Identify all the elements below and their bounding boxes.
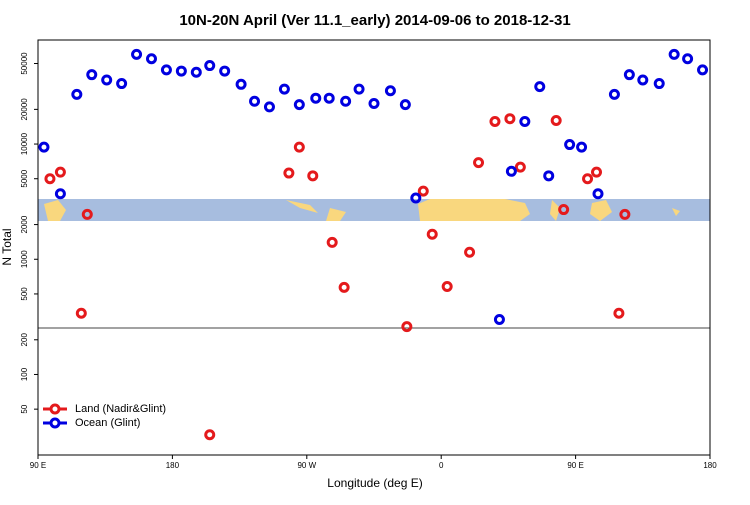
point <box>307 170 319 182</box>
y-axis-label: N Total <box>0 228 14 265</box>
y-tick-label: 50000 <box>20 52 29 75</box>
point <box>219 65 231 77</box>
point <box>175 65 187 77</box>
point <box>204 60 216 72</box>
point <box>564 139 576 151</box>
point <box>504 113 516 125</box>
point <box>697 64 709 76</box>
point <box>668 48 680 60</box>
point <box>384 85 396 97</box>
point <box>576 141 588 153</box>
point <box>519 115 531 127</box>
point <box>619 208 631 220</box>
point <box>160 64 172 76</box>
point <box>293 141 305 153</box>
point <box>235 78 247 90</box>
point <box>353 83 365 95</box>
point <box>613 307 625 319</box>
y-tick-label: 200 <box>20 333 29 347</box>
y-tick-label: 5000 <box>20 169 29 187</box>
point <box>505 165 517 177</box>
point <box>204 429 216 441</box>
legend-label: Ocean (Glint) <box>75 417 140 429</box>
x-tick-label: 0 <box>439 461 444 470</box>
point <box>493 314 505 326</box>
point <box>326 236 338 248</box>
point <box>310 92 322 104</box>
point <box>489 115 501 127</box>
legend-label: Land (Nadir&Glint) <box>75 403 166 415</box>
point <box>283 167 295 179</box>
y-tick-label: 10000 <box>20 132 29 155</box>
y-tick-label: 100 <box>20 367 29 381</box>
point <box>682 53 694 65</box>
point <box>323 92 335 104</box>
x-tick-label: 180 <box>166 461 180 470</box>
point <box>54 166 66 178</box>
map-strip <box>38 199 710 221</box>
point <box>399 99 411 111</box>
y-tick-label: 1000 <box>20 250 29 268</box>
legend-entry: Ocean (Glint) <box>43 417 140 429</box>
point <box>582 173 594 185</box>
x-axis-label: Longitude (deg E) <box>327 476 422 490</box>
point <box>623 69 635 81</box>
legend-marker <box>49 417 61 429</box>
point <box>558 204 570 216</box>
point <box>145 53 157 65</box>
point <box>653 78 665 90</box>
point <box>249 95 261 107</box>
point <box>514 161 526 173</box>
point <box>401 321 413 333</box>
point <box>131 48 143 60</box>
point <box>368 97 380 109</box>
plot-frame <box>37 39 711 456</box>
point <box>637 74 649 86</box>
y-tick-label: 2000 <box>20 215 29 233</box>
x-tick-label: 90 E <box>567 461 583 470</box>
point <box>417 185 429 197</box>
x-tick-label: 90 E <box>30 461 46 470</box>
point <box>54 188 66 200</box>
point <box>190 66 202 78</box>
point <box>75 307 87 319</box>
point <box>293 99 305 111</box>
x-tick-label: 90 W <box>297 461 316 470</box>
point <box>473 157 485 169</box>
point <box>426 228 438 240</box>
point <box>81 208 93 220</box>
point <box>464 246 476 258</box>
point <box>550 115 562 127</box>
point <box>86 69 98 81</box>
y-tick-label: 50 <box>20 404 29 413</box>
chart-title: 10N-20N April (Ver 11.1_early) 2014-09-0… <box>179 12 570 29</box>
point <box>410 192 422 204</box>
point <box>38 141 50 153</box>
point <box>263 101 275 113</box>
point <box>71 88 83 100</box>
point <box>101 74 113 86</box>
point <box>608 88 620 100</box>
point <box>592 188 604 200</box>
x-tick-label: 180 <box>703 461 717 470</box>
point <box>278 83 290 95</box>
legend-entry: Land (Nadir&Glint) <box>43 403 166 415</box>
point <box>340 95 352 107</box>
point <box>441 281 453 293</box>
y-tick-label: 20000 <box>20 98 29 121</box>
y-tick-label: 500 <box>20 287 29 301</box>
point <box>116 78 128 90</box>
legend-marker <box>49 403 61 415</box>
point <box>338 281 350 293</box>
point <box>44 173 56 185</box>
point <box>543 170 555 182</box>
point <box>534 81 546 93</box>
point <box>591 166 603 178</box>
